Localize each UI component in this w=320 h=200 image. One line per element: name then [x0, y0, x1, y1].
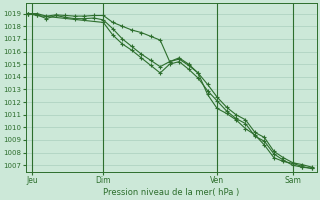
X-axis label: Pression niveau de la mer( hPa ): Pression niveau de la mer( hPa ) [103, 188, 239, 197]
